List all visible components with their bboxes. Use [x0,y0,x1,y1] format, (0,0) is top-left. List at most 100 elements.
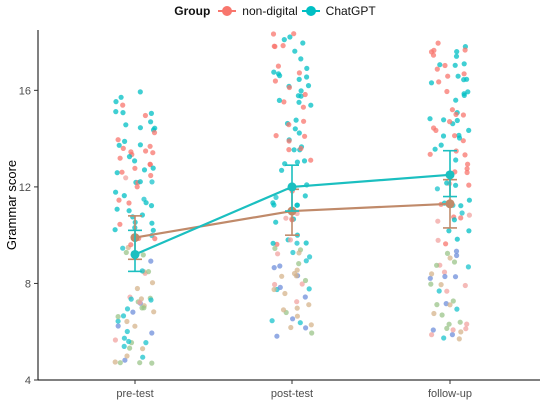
data-point [145,269,152,275]
data-point [137,360,143,366]
legend: Group non-digital ChatGPT [0,0,550,22]
data-point [305,83,312,89]
data-point [116,142,122,148]
mean-point [130,249,140,259]
data-point [271,69,277,75]
data-point [137,89,143,95]
data-point [428,80,435,86]
data-point [286,138,292,144]
data-point [141,167,148,173]
data-point [120,245,126,251]
data-point [134,285,140,292]
data-point [435,40,441,46]
data-point [148,258,154,264]
data-point [451,259,458,265]
data-point [429,332,435,338]
data-point [140,346,146,352]
data-point [302,277,309,284]
data-point [302,133,308,139]
data-point [114,170,120,176]
data-point [115,323,121,329]
data-point [273,133,279,139]
data-point [452,274,459,280]
data-point [307,254,313,260]
data-point [456,336,462,342]
data-point [279,273,285,279]
legend-label: non-digital [242,4,298,18]
data-point [132,158,138,164]
y-tick-label: 8 [25,278,31,290]
data-point [441,117,447,123]
data-point [446,228,452,234]
data-point [124,353,130,359]
data-point [126,338,132,345]
data-point [296,130,302,136]
data-point [459,210,465,216]
data-point [148,110,154,116]
data-point [462,282,468,289]
data-point [279,167,285,173]
data-point [438,282,444,288]
mean-point [287,182,297,192]
data-point [286,84,292,91]
data-point [454,49,460,55]
data-point [114,206,120,212]
data-point [430,327,436,333]
data-point [127,345,133,351]
data-point [454,236,460,242]
data-point [139,305,145,311]
data-point [290,249,296,256]
data-point [427,116,433,122]
data-point [128,242,134,248]
data-point [112,359,118,365]
data-point [137,179,143,185]
data-point [276,97,282,103]
data-point [298,56,304,62]
data-point [139,268,145,274]
jitter-points [112,31,472,366]
data-point [431,47,437,54]
data-point [293,273,299,279]
data-point [142,112,148,119]
data-point [151,130,158,136]
data-point [434,262,440,268]
data-point [449,332,455,338]
data-point [439,312,445,318]
data-point [269,318,275,324]
y-tick-label: 16 [19,85,31,97]
x-tick-label: pre-test [116,388,153,400]
data-point [447,255,453,261]
data-point [273,194,279,200]
data-point [466,228,472,234]
data-point [149,280,156,286]
data-point [442,273,448,280]
data-point [270,240,276,246]
data-point [294,159,300,165]
y-tick-label: 12 [19,182,31,194]
data-point [298,88,304,94]
data-point [275,251,281,257]
data-point [288,324,294,331]
data-point [132,323,138,329]
data-point [292,126,298,132]
data-point [122,357,128,363]
data-point [438,142,444,148]
data-point [119,169,125,175]
data-point [117,360,123,366]
data-point [128,296,134,302]
x-tick-label: post-test [271,388,313,400]
data-point [433,127,439,133]
data-point [444,180,450,186]
data-point [434,186,440,192]
data-point [147,162,153,168]
data-point [306,286,312,292]
data-point [466,197,472,203]
data-point [137,299,143,305]
data-point [128,149,134,155]
data-point [447,119,453,125]
data-point [112,227,118,233]
y-axis-label: Grammar score [4,160,19,250]
data-point [139,212,145,218]
mean-point [445,170,455,180]
